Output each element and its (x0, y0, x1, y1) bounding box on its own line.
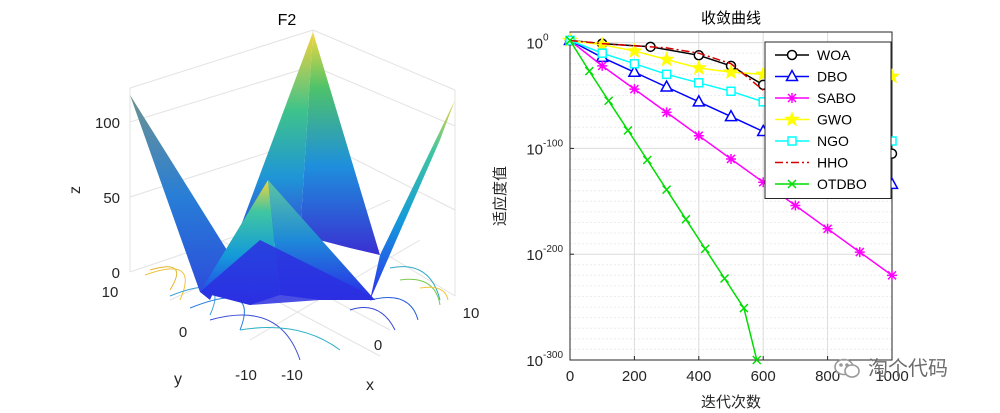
legend: WOA DBO SABO GWO NGO HHO OTDBO (764, 41, 892, 199)
z-tick-label: 50 (103, 190, 120, 207)
legend-label-ngo: NGO (817, 133, 849, 149)
y-tick-exponent: -100 (543, 138, 563, 149)
y-tick-label: 0 (179, 324, 187, 341)
x-tick-label: 0 (374, 337, 382, 354)
series-sabo (565, 35, 897, 281)
point-ngo-marker (661, 69, 672, 80)
point-otdbo-marker (623, 125, 633, 135)
point-otdbo-marker (662, 185, 672, 195)
point-sabo-marker (726, 153, 736, 164)
legend-label-hho: HHO (817, 155, 848, 171)
surface (130, 32, 455, 305)
point-sabo-marker (790, 200, 801, 211)
point-sabo-marker (661, 107, 672, 118)
legend-label-sabo: SABO (817, 90, 856, 106)
point-otdbo-marker (720, 273, 730, 284)
point-ngo-marker (597, 48, 607, 58)
legend-ngo-marker (787, 136, 797, 146)
y-tick-label: 10 (526, 353, 543, 370)
y-tick-label: 10 (102, 284, 119, 301)
point-ngo-marker (629, 58, 640, 69)
point-dbo-marker (692, 94, 706, 107)
x-tick-label: 200 (622, 368, 647, 385)
point-sabo-marker (887, 270, 897, 281)
watermark: 淘个代码 (832, 352, 992, 384)
x-ticks: -10 0 10 (281, 305, 479, 384)
point-gwo-marker (658, 51, 675, 67)
y-tick-exponent: -300 (543, 350, 563, 361)
chart-title: 收敛曲线 (701, 9, 761, 27)
series-otdbo (565, 35, 762, 365)
point-otdbo-marker (681, 214, 691, 224)
z-ticks: 100 50 0 (95, 115, 120, 282)
plot-area (569, 31, 893, 361)
watermark-text: 淘个代码 (868, 356, 948, 380)
y-ticks: 10 0 -10 (102, 284, 257, 384)
point-otdbo-marker (700, 244, 710, 254)
legend-gwo-marker (783, 111, 801, 127)
point-otdbo-marker (642, 155, 652, 165)
point-otdbo-marker (584, 66, 594, 76)
point-sabo-marker (822, 223, 833, 234)
x-tick-label: 400 (686, 368, 711, 385)
x-tick-label: -10 (281, 367, 303, 384)
x-axis-label: x (366, 377, 374, 394)
point-otdbo-marker (739, 303, 749, 313)
y-tick-exponent: -200 (543, 244, 563, 255)
point-ngo-marker (726, 86, 736, 97)
surface-3d-chart: 100 50 0 z 10 0 -10 y -10 0 10 x F2 (67, 12, 479, 394)
legend-sabo-marker (787, 93, 797, 103)
z-axis-label: z (67, 186, 84, 194)
left-chart-title: F2 (278, 12, 297, 29)
point-otdbo-marker (752, 355, 762, 365)
x-tick-label: 0 (566, 368, 574, 385)
y-tick-exponent: 0 (543, 33, 549, 44)
point-woa-marker (693, 50, 705, 61)
legend-woa-marker (786, 49, 798, 61)
series-line-hho (569, 39, 893, 154)
x-tick-label: 10 (463, 305, 480, 322)
x-tick-label: 600 (751, 368, 776, 385)
y-tick-label: -10 (235, 367, 257, 384)
legend-label-otdbo: OTDBO (817, 176, 867, 192)
z-tick-label: 100 (95, 115, 120, 132)
point-dbo-marker (659, 79, 674, 92)
legend-label-dbo: DBO (817, 69, 847, 85)
y-tick-label: 10 (526, 141, 543, 158)
legend-label-woa: WOA (817, 47, 851, 63)
point-gwo-marker (722, 63, 740, 80)
wechat-icon (834, 358, 860, 378)
x-tick-label: 1000 (875, 368, 908, 385)
point-sabo-marker (854, 247, 865, 258)
point-dbo-marker (724, 109, 738, 122)
point-gwo-marker (626, 42, 643, 58)
x-tick-label: 800 (815, 368, 840, 385)
point-dbo-marker (627, 64, 642, 77)
point-sabo-marker (693, 130, 704, 141)
point-gwo-marker (690, 59, 707, 75)
point-sabo-marker (758, 177, 769, 188)
y-tick-label: 10 (526, 247, 543, 264)
point-otdbo-marker (604, 96, 614, 106)
legend-otdbo-marker (787, 179, 797, 189)
point-sabo-marker (629, 84, 640, 95)
point-otdbo-marker (565, 35, 575, 45)
z-tick-label: 0 (112, 265, 120, 282)
y-axis-label: y (174, 371, 182, 388)
y-tick-label: 10 (526, 36, 543, 53)
x-axis-label: 迭代次数 (701, 393, 761, 411)
legend-dbo-marker (785, 68, 799, 82)
y-axis-label: 适应度值 (491, 166, 509, 226)
point-ngo-marker (694, 78, 704, 88)
legend-label-gwo: GWO (817, 112, 852, 128)
series-hho (569, 39, 893, 154)
point-sabo-marker (597, 60, 608, 71)
